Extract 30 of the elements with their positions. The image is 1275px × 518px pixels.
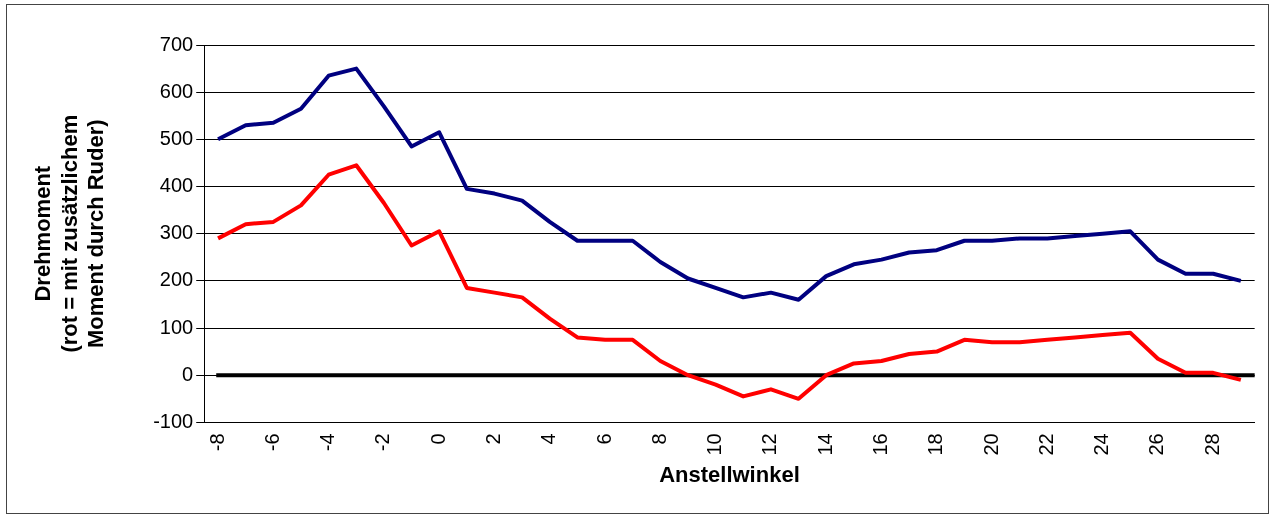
x-tick-label: -2 — [371, 433, 394, 452]
y-tick-label: 700 — [159, 32, 194, 55]
y-tick-label: 400 — [159, 174, 194, 197]
y-tick-label: 100 — [159, 315, 194, 338]
x-axis-title: Anstellwinkel — [659, 461, 800, 487]
x-tick-label: 12 — [758, 433, 781, 456]
x-tick-label: 20 — [979, 433, 1002, 456]
x-tick-label: 2 — [482, 433, 504, 445]
x-tick-label: -8 — [205, 433, 228, 452]
x-tick-label: -6 — [260, 433, 283, 452]
y-axis-title: Drehmoment (rot = mit zusätzlichem Moment durch Ruder) — [30, 114, 109, 353]
y-tick-label: 600 — [159, 79, 194, 102]
y-tick-label: -100 — [153, 409, 194, 432]
x-tick-label: 4 — [537, 433, 560, 445]
x-tick-label: 16 — [869, 433, 891, 456]
x-tick-label: 6 — [592, 433, 615, 445]
y-tick-label: 200 — [159, 268, 194, 291]
x-tick-label: 8 — [647, 433, 670, 445]
y-tick-label: 0 — [182, 362, 194, 385]
x-tick-label: 10 — [703, 433, 726, 456]
x-tick-label: 14 — [813, 433, 836, 456]
x-tick-label: 18 — [924, 433, 947, 456]
y-tick-label: 500 — [159, 126, 194, 149]
x-tick-label: 0 — [426, 433, 449, 445]
x-tick-label: 26 — [1145, 433, 1168, 456]
y-tick-label: 300 — [159, 221, 194, 244]
x-tick-label: -4 — [316, 433, 339, 452]
x-tick-label: 24 — [1090, 433, 1113, 456]
x-tick-label: 28 — [1200, 433, 1223, 456]
x-tick-label: 22 — [1034, 433, 1057, 456]
